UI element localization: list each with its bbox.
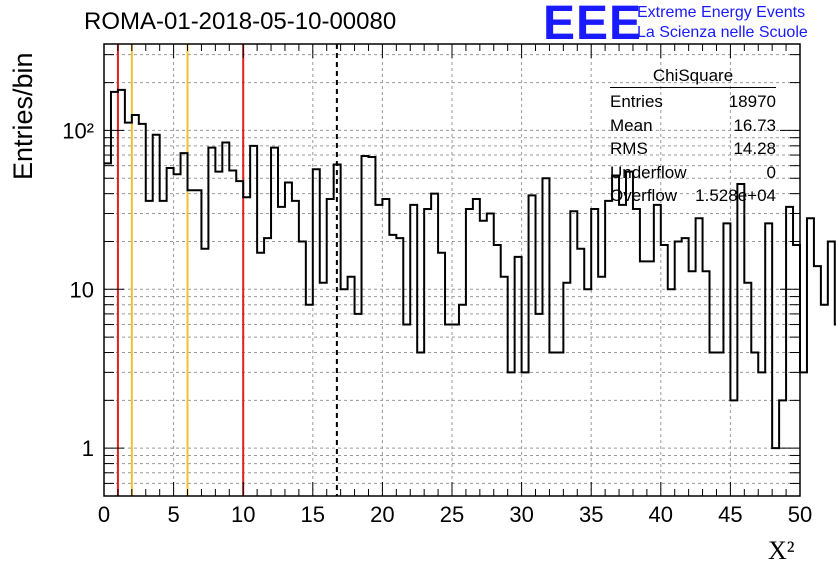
stats-value: 18970 bbox=[728, 92, 776, 111]
x-tick-label: 25 bbox=[440, 502, 464, 527]
reference-lines bbox=[116, 44, 338, 496]
stats-row-overflow: Overflow 1.528e+04 bbox=[610, 184, 776, 208]
x-axis-label: X² bbox=[768, 536, 795, 565]
stats-label: Underflow bbox=[610, 162, 687, 182]
y-tick-label: 10² bbox=[62, 118, 94, 143]
tick-labels: 0 5 10 15 20 25 30 35 40 45 50 1 10 10² bbox=[62, 118, 812, 527]
axis-ticks bbox=[103, 44, 801, 497]
x-tick-label: 5 bbox=[167, 502, 179, 527]
stats-title: ChiSquare bbox=[610, 66, 776, 88]
x-tick-label: 45 bbox=[718, 502, 742, 527]
x-tick-label: 10 bbox=[231, 502, 255, 527]
x-tick-label: 0 bbox=[98, 502, 110, 527]
x-tick-label: 20 bbox=[370, 502, 394, 527]
eee-logo: EEE bbox=[543, 0, 643, 50]
y-tick-label: 10 bbox=[70, 277, 94, 302]
x-tick-label: 35 bbox=[579, 502, 603, 527]
stats-label: Entries bbox=[610, 92, 663, 111]
stats-row-underflow: Underflow 0 bbox=[610, 161, 776, 185]
grid bbox=[104, 44, 800, 497]
y-tick-label: 1 bbox=[82, 436, 94, 461]
histogram-series bbox=[104, 88, 836, 450]
stats-row-rms: RMS 14.28 bbox=[610, 137, 776, 161]
stats-value: 16.73 bbox=[733, 115, 776, 135]
stats-value: 1.528e+04 bbox=[695, 186, 776, 205]
x-tick-label: 40 bbox=[649, 502, 673, 527]
stats-value: 14.28 bbox=[733, 139, 776, 158]
stats-box: ChiSquare Entries 18970 Mean 16.73 RMS 1… bbox=[610, 66, 776, 208]
stats-label: Overflow bbox=[610, 186, 678, 205]
chart-title: ROMA-01-2018-05-10-00080 bbox=[84, 8, 397, 35]
stats-value: 0 bbox=[766, 162, 776, 182]
x-tick-label: 30 bbox=[509, 502, 533, 527]
stats-row-mean: Mean 16.73 bbox=[610, 114, 776, 138]
x-tick-label: 50 bbox=[788, 502, 812, 527]
stats-row-entries: Entries 18970 bbox=[610, 90, 776, 114]
stats-label: RMS bbox=[610, 139, 648, 158]
y-axis-label: Entries/bin bbox=[8, 52, 38, 180]
logo-line-1: Extreme Energy Events bbox=[637, 4, 806, 21]
x-tick-label: 15 bbox=[301, 502, 325, 527]
stats-label: Mean bbox=[610, 115, 653, 135]
logo-line-2: La Scienza nelle Scuole bbox=[637, 24, 808, 41]
